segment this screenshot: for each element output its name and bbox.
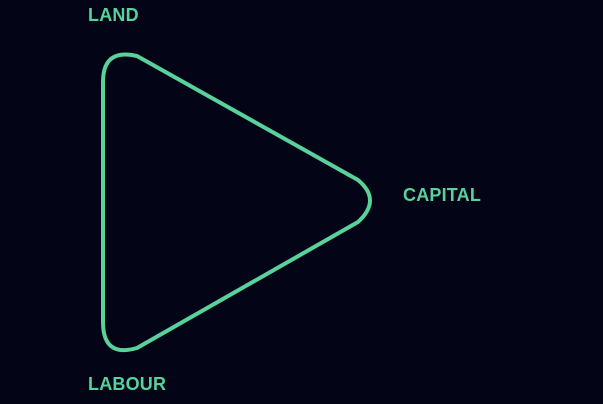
triangle-outline xyxy=(101,52,372,353)
node-label-capital: CAPITAL xyxy=(403,185,482,205)
node-label-labour: LABOUR xyxy=(88,374,167,394)
node-label-land: LAND xyxy=(88,5,139,25)
